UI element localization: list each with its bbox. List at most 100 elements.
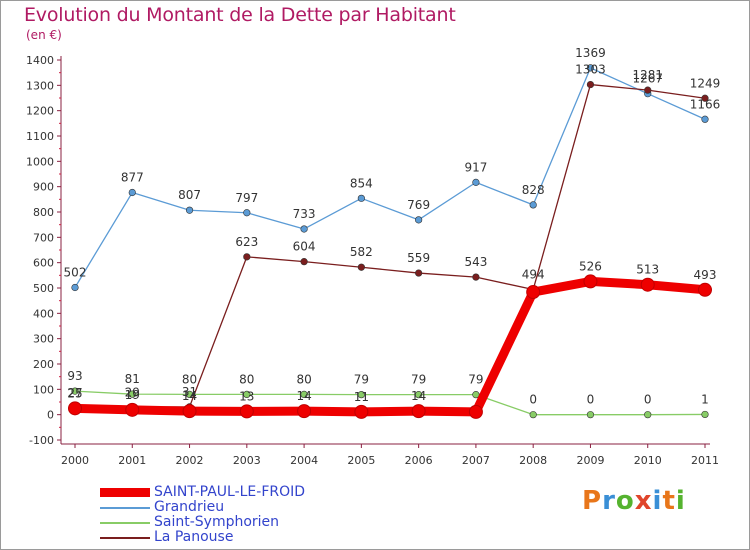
x-tick-label: 2011 — [691, 454, 719, 467]
data-point-saint-symphorien — [300, 390, 308, 399]
y-tick-label: 900 — [33, 181, 54, 194]
data-label-saint-symphorien: 79 — [411, 373, 426, 387]
data-point-grandrieu — [300, 225, 308, 233]
data-label-saint-paul-le-froid: 14 — [411, 389, 426, 403]
legend-swatch-saint-paul-le-froid — [100, 488, 150, 497]
data-label-saint-symphorien: 80 — [296, 372, 311, 386]
data-label-grandrieu: 1369 — [575, 46, 606, 60]
data-point-la-panouse — [357, 263, 365, 271]
data-label-saint-symphorien: 79 — [354, 373, 369, 387]
data-label-saint-paul-le-froid: 493 — [694, 268, 717, 282]
proxiti-logo-letter: r — [602, 486, 616, 516]
legend-label-la-panouse: La Panouse — [154, 529, 234, 545]
data-label-saint-symphorien: 0 — [644, 393, 652, 407]
y-tick-label: 400 — [33, 307, 54, 320]
data-label-grandrieu: 733 — [293, 207, 316, 221]
y-tick-label: 800 — [33, 206, 54, 219]
data-label-la-panouse: 604 — [293, 240, 316, 254]
y-tick-label: -100 — [29, 434, 54, 447]
data-label-la-panouse: 31 — [182, 385, 197, 399]
data-label-saint-symphorien: 1 — [701, 392, 709, 406]
data-point-saint-paul-le-froid — [583, 274, 598, 289]
x-tick-label: 2007 — [462, 454, 490, 467]
data-label-la-panouse: 559 — [407, 251, 430, 265]
legend-swatch-la-panouse — [100, 537, 150, 539]
legend-swatch-grandrieu — [100, 507, 150, 509]
data-label-grandrieu: 502 — [64, 265, 87, 279]
legend-label-saint-symphorien: Saint-Symphorien — [154, 514, 280, 530]
y-tick-label: 300 — [33, 333, 54, 346]
data-point-grandrieu — [185, 206, 194, 214]
y-tick-label: 0 — [47, 409, 54, 422]
data-label-saint-symphorien: 0 — [529, 393, 537, 407]
data-point-saint-symphorien — [586, 411, 595, 419]
x-tick-label: 2005 — [347, 454, 375, 467]
data-point-grandrieu — [701, 115, 709, 123]
y-tick-label: 500 — [33, 282, 54, 295]
data-point-saint-symphorien — [701, 410, 709, 419]
data-label-saint-symphorien: 80 — [239, 372, 254, 386]
data-point-saint-symphorien — [243, 390, 251, 399]
x-tick-label: 2004 — [290, 454, 318, 467]
data-point-grandrieu — [472, 178, 480, 186]
data-label-grandrieu: 854 — [350, 176, 373, 190]
data-point-saint-paul-le-froid — [239, 404, 254, 419]
x-tick-label: 2001 — [118, 454, 146, 467]
proxiti-logo-letter: t — [662, 486, 676, 516]
y-tick-label: 1400 — [26, 54, 54, 67]
x-tick-label: 2000 — [61, 454, 89, 467]
data-label-la-panouse: 1281 — [632, 68, 663, 82]
data-point-la-panouse — [415, 269, 423, 277]
data-label-grandrieu: 807 — [178, 188, 201, 202]
series-line-grandrieu — [74, 67, 706, 289]
data-label-la-panouse: 582 — [350, 245, 373, 259]
data-point-grandrieu — [529, 201, 537, 209]
data-point-saint-symphorien — [357, 391, 365, 399]
data-label-saint-symphorien: 0 — [587, 393, 595, 407]
data-label-grandrieu: 877 — [121, 170, 144, 184]
x-tick-label: 2008 — [519, 454, 547, 467]
data-label-saint-paul-le-froid: 14 — [296, 389, 311, 403]
data-point-grandrieu — [128, 188, 136, 197]
data-point-la-panouse — [644, 86, 652, 94]
proxiti-logo: Proxiti — [582, 486, 686, 516]
legend-label-saint-paul-le-froid: SAINT-PAUL-LE-FROID — [154, 484, 306, 500]
legend-item-grandrieu: Grandrieu — [98, 500, 438, 515]
data-point-saint-paul-le-froid — [411, 404, 426, 419]
y-tick-label: 1000 — [26, 155, 54, 168]
data-point-saint-symphorien — [185, 390, 194, 399]
data-point-la-panouse — [701, 94, 709, 102]
data-point-saint-paul-le-froid — [182, 404, 197, 419]
series-line-saint-paul-le-froid — [70, 276, 710, 417]
legend-item-saint-paul-le-froid: SAINT-PAUL-LE-FROID — [98, 485, 438, 500]
data-point-saint-symphorien — [529, 411, 537, 419]
x-tick-label: 2006 — [405, 454, 433, 467]
data-point-saint-paul-le-froid — [640, 277, 655, 292]
data-point-grandrieu — [357, 194, 365, 202]
data-point-grandrieu — [71, 283, 79, 292]
data-label-grandrieu: 917 — [464, 160, 487, 174]
data-label-grandrieu: 828 — [522, 183, 545, 197]
data-point-saint-paul-le-froid — [526, 285, 541, 300]
data-point-saint-paul-le-froid — [125, 402, 140, 417]
x-tick-label: 2003 — [233, 454, 261, 467]
data-label-la-panouse: 1303 — [575, 63, 606, 77]
data-label-la-panouse: 543 — [464, 255, 487, 269]
series-line-la-panouse — [74, 83, 706, 409]
legend: SAINT-PAUL-LE-FROID Grandrieu Saint-Symp… — [98, 485, 438, 545]
y-tick-label: 200 — [33, 358, 54, 371]
proxiti-logo-letter: o — [615, 486, 635, 516]
y-tick-label: 1300 — [26, 79, 54, 92]
data-label-saint-symphorien: 80 — [182, 372, 197, 386]
chart-title: Evolution du Montant de la Dette par Hab… — [24, 4, 456, 26]
data-label-saint-paul-le-froid: 11 — [354, 390, 369, 404]
data-label-grandrieu: 769 — [407, 198, 430, 212]
legend-item-saint-symphorien: Saint-Symphorien — [98, 515, 438, 530]
data-point-saint-symphorien — [644, 411, 652, 419]
series-line-saint-symphorien — [74, 390, 706, 416]
data-label-saint-paul-le-froid: 19 — [125, 388, 140, 402]
x-tick-label: 2009 — [576, 454, 604, 467]
data-label-la-panouse: 29 — [125, 385, 140, 399]
legend-swatch-saint-symphorien — [100, 522, 150, 524]
